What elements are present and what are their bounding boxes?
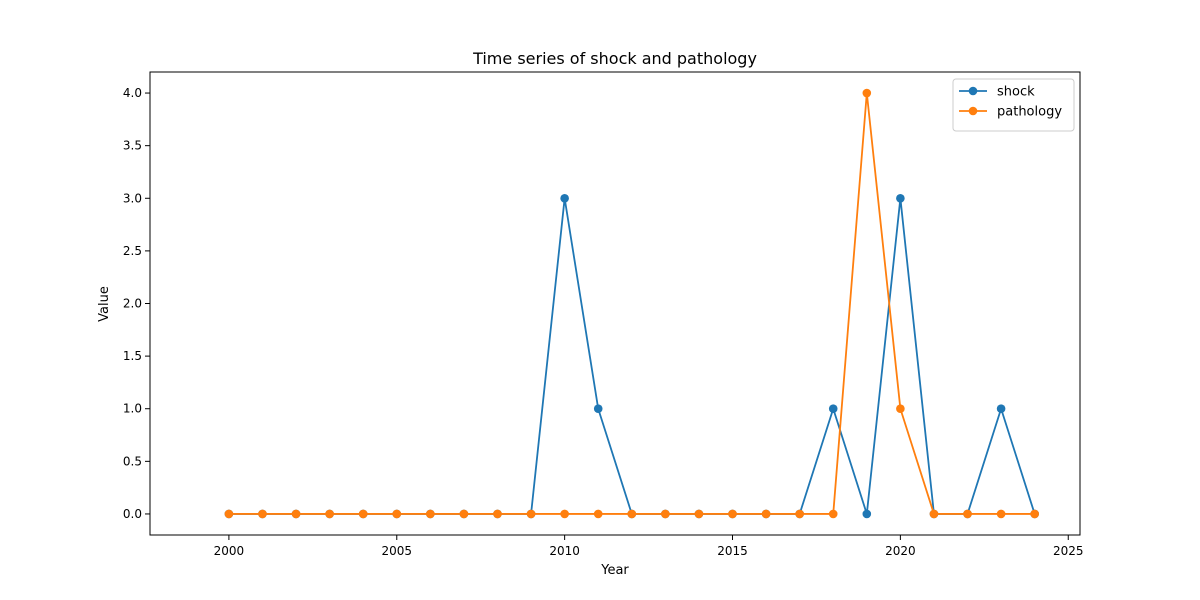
legend-box: [952, 78, 1075, 132]
x-tick-label: 2010: [549, 544, 580, 558]
data-point-shock: [896, 193, 905, 203]
data-point-pathology: [963, 509, 972, 519]
data-point-pathology: [459, 509, 469, 519]
data-point-shock: [862, 509, 872, 519]
data-point-pathology: [929, 509, 939, 519]
legend-marker-pathology: [968, 106, 978, 116]
y-tick-label: 3.0: [123, 191, 142, 205]
y-tick-label: 3.5: [123, 139, 142, 153]
data-point-shock: [560, 193, 569, 203]
data-point-shock: [996, 404, 1006, 414]
y-tick-label: 4.0: [123, 86, 142, 100]
data-point-pathology: [1030, 509, 1039, 519]
data-point-pathology: [694, 509, 704, 519]
x-tick-label: 2000: [214, 544, 245, 558]
data-point-pathology: [761, 509, 771, 519]
data-point-pathology: [526, 509, 536, 519]
legend: shock pathology: [952, 78, 1075, 132]
y-tick-label: 1.5: [123, 349, 142, 363]
y-axis-label: Value: [97, 286, 112, 322]
data-point-pathology: [593, 509, 603, 519]
x-tick-label: 2020: [885, 544, 916, 558]
data-point-pathology: [661, 509, 670, 519]
legend-label-shock: shock: [997, 85, 1035, 100]
data-point-pathology: [996, 509, 1006, 519]
x-tick-label: 2025: [1053, 544, 1084, 558]
data-point-pathology: [862, 88, 872, 98]
plot-area: 2000 2005 2010 2015 2020 2025 0.0 0.5 1.0 1.5 2.0 2…: [123, 71, 1084, 558]
y-tick-label: 0.5: [123, 454, 142, 468]
x-tick-label: 2005: [381, 544, 412, 558]
y-tick-label: 0.0: [123, 507, 142, 521]
data-point-pathology: [627, 509, 637, 519]
data-point-pathology: [795, 509, 804, 519]
legend-label-pathology: pathology: [997, 105, 1062, 120]
data-point-pathology: [358, 509, 368, 519]
data-point-pathology: [560, 509, 569, 519]
data-point-pathology: [426, 509, 435, 519]
y-tick-label: 1.0: [123, 402, 142, 416]
data-point-pathology: [828, 509, 838, 519]
data-point-pathology: [291, 509, 301, 519]
data-point-pathology: [325, 509, 334, 519]
x-axis-label: Year: [600, 563, 629, 578]
data-point-shock: [828, 404, 838, 414]
data-point-pathology: [258, 509, 267, 519]
x-tick-label: 2015: [717, 544, 748, 558]
legend-marker-shock: [968, 86, 978, 96]
data-point-pathology: [224, 509, 234, 519]
data-point-shock: [593, 404, 603, 414]
plot-frame: [149, 71, 1081, 536]
y-tick-label: 2.5: [123, 244, 142, 258]
data-point-pathology: [896, 404, 905, 414]
data-point-pathology: [392, 509, 402, 519]
data-point-pathology: [493, 509, 502, 519]
y-tick-label: 2.0: [123, 297, 142, 311]
chart-title: Time series of shock and pathology: [472, 49, 757, 68]
data-point-pathology: [728, 509, 737, 519]
